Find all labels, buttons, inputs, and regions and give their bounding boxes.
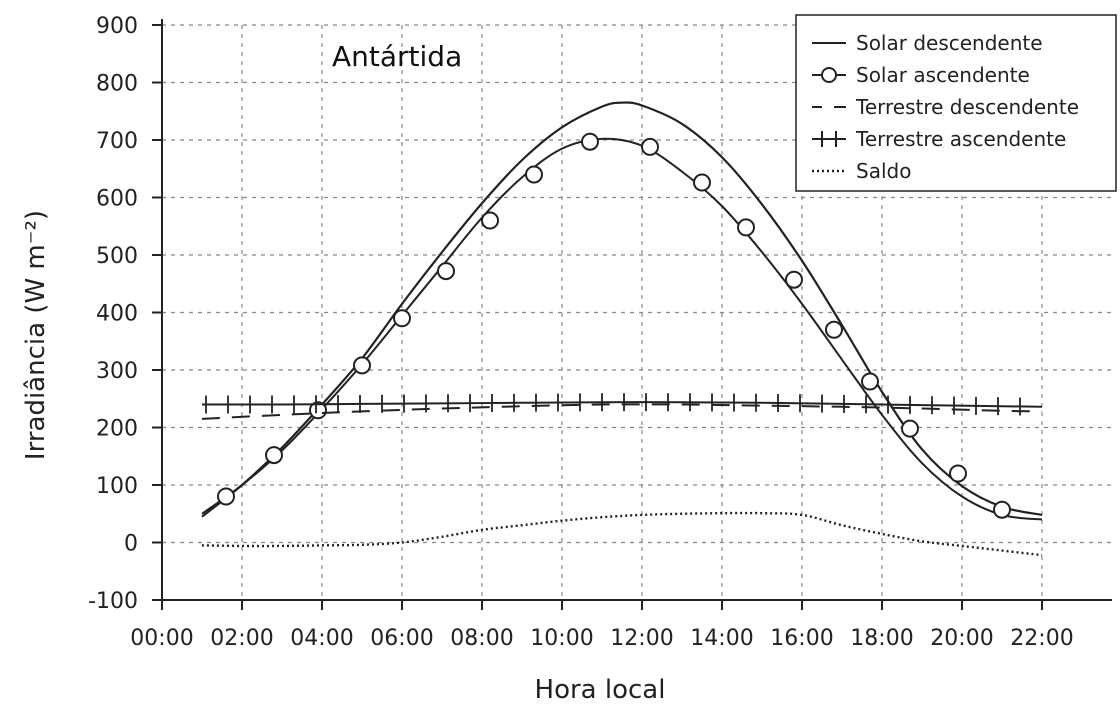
- series-saldo: [201, 511, 1043, 557]
- x-tick-label: 14:00: [690, 626, 753, 651]
- legend-label: Solar ascendente: [856, 63, 1030, 87]
- y-tick-label: 600: [96, 187, 138, 212]
- series-line: [201, 401, 1043, 408]
- data-point: [437, 262, 455, 281]
- y-tick-label: -100: [88, 589, 138, 614]
- x-tick-label: 04:00: [290, 626, 353, 651]
- x-tick-label: 08:00: [450, 626, 513, 651]
- legend: Solar descendente Solar ascendente Terrest…: [795, 14, 1117, 192]
- series-line: [201, 137, 1043, 521]
- x-tick-label: 00:00: [130, 626, 193, 651]
- data-point: [481, 211, 499, 230]
- x-tick-label: 12:00: [610, 626, 673, 651]
- legend-label: Terrestre descendente: [855, 95, 1079, 119]
- data-point: [581, 132, 599, 151]
- data-point: [265, 446, 283, 465]
- data-point: [693, 173, 711, 192]
- y-tick-label: 400: [96, 302, 138, 327]
- data-point: [393, 309, 411, 328]
- y-tick-label: 300: [96, 359, 138, 384]
- x-tick-label: 22:00: [1010, 626, 1073, 651]
- legend-marker: [821, 67, 837, 83]
- y-tick-label: 900: [96, 14, 138, 39]
- x-tick-label: 18:00: [850, 626, 913, 651]
- x-tick-label: 16:00: [770, 626, 833, 651]
- y-tick-label: 0: [124, 532, 138, 557]
- y-tick-label: 700: [96, 129, 138, 154]
- chart-title: Antártida: [332, 40, 462, 73]
- legend-item-terrestre-descendente: Terrestre descendente: [812, 95, 1079, 119]
- legend-label: Terrestre ascendente: [855, 127, 1066, 151]
- data-point: [353, 356, 371, 375]
- data-point: [861, 372, 879, 391]
- data-point: [993, 500, 1011, 519]
- data-point: [785, 270, 803, 289]
- data-point: [217, 487, 235, 506]
- data-point: [525, 165, 543, 184]
- y-tick-label: 500: [96, 244, 138, 269]
- series-terrestre-ascendente: [201, 393, 1043, 416]
- y-tick-label: 800: [96, 72, 138, 97]
- x-tick-label: 02:00: [210, 626, 273, 651]
- data-point: [825, 320, 843, 339]
- series-layer: [201, 101, 1043, 557]
- data-point: [309, 401, 327, 420]
- legend-item-terrestre-ascendente: Terrestre ascendente: [812, 127, 1066, 151]
- series-line: [201, 511, 1043, 557]
- x-axis-title: Hora local: [535, 675, 666, 705]
- series-line: [201, 403, 1043, 420]
- series-terrestre-descendente: [201, 403, 1043, 420]
- legend-item-saldo: Saldo: [812, 159, 911, 183]
- data-point: [901, 419, 919, 438]
- data-point: [641, 137, 659, 156]
- y-tick-label: 200: [96, 417, 138, 442]
- x-tick-label: 20:00: [930, 626, 993, 651]
- x-tick-label: 06:00: [370, 626, 433, 651]
- legend-box: [795, 14, 1117, 192]
- legend-item-solar-descendente: Solar descendente: [812, 31, 1043, 55]
- legend-item-solar-ascendente: Solar ascendente: [812, 63, 1030, 87]
- y-tick-label: 100: [96, 474, 138, 499]
- y-axis-title: Irradiância (W m⁻²): [21, 210, 51, 460]
- legend-label: Solar descendente: [856, 31, 1043, 55]
- series-solar-ascendente: [201, 132, 1043, 521]
- legend-label: Saldo: [856, 159, 911, 183]
- axes: 00:00 02:00 04:00 06:00 08:00 10:00 12:00 14:00…: [88, 14, 1112, 651]
- data-point: [949, 464, 967, 483]
- data-point: [737, 218, 755, 237]
- x-tick-label: 10:00: [530, 626, 593, 651]
